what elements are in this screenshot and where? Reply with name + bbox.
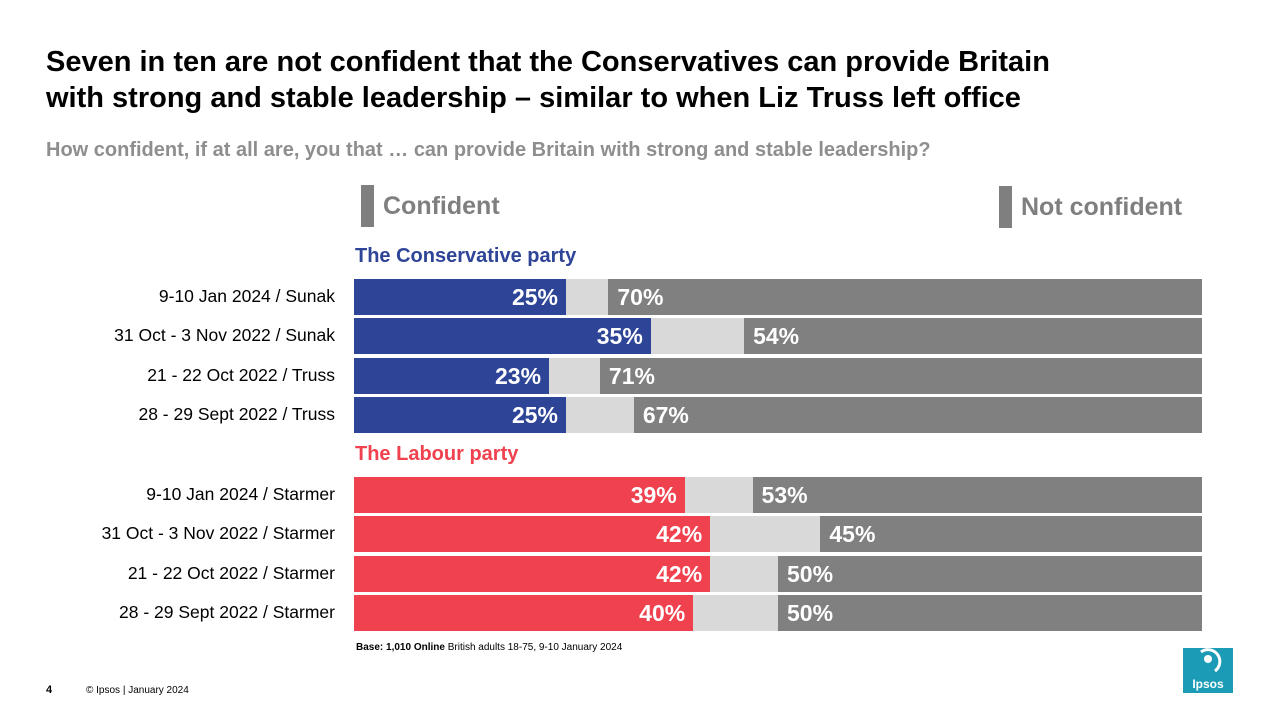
row-label: 31 Oct - 3 Nov 2022 / Starmer [101, 523, 335, 544]
bar-not-confident-segment [744, 318, 1202, 355]
bar-not-confident-segment [608, 279, 1202, 315]
not-confident-value-label: 45% [829, 521, 876, 548]
bar-not-confident-segment [633, 396, 1202, 433]
confident-value-label: 23% [495, 362, 542, 389]
ipsos-logo-arc [1200, 648, 1222, 673]
bar-not-confident-segment [778, 555, 1202, 592]
bar-row: 40% 50% [354, 594, 1202, 631]
group-label-the-labour-party: The Labour party [355, 443, 519, 465]
copyright-text: © Ipsos | January 2024 [86, 685, 189, 696]
bar-confident-segment [354, 396, 566, 433]
row-label: 28 - 29 Sept 2022 / Truss [138, 403, 335, 424]
row-label: 9-10 Jan 2024 / Starmer [146, 484, 335, 504]
bar-not-confident-segment [752, 477, 1202, 513]
chart-title: Seven in ten are not confident that the … [46, 44, 1226, 116]
confident-value-label: 40% [639, 599, 686, 626]
chart-title-line-1: Seven in ten are not confident that the … [46, 46, 1050, 78]
row-label: 31 Oct - 3 Nov 2022 / Sunak [114, 325, 335, 346]
confident-value-label: 42% [656, 560, 703, 587]
bar-row: 25% 67% [354, 396, 1202, 433]
confident-value-label: 35% [596, 323, 643, 350]
not-confident-value-label: 53% [761, 482, 808, 508]
ipsos-logo: Ipsos [1183, 648, 1233, 693]
legend-confident-label: Confident [383, 191, 500, 220]
bar-confident-segment [354, 318, 651, 355]
bar-confident-segment [354, 357, 550, 394]
base-note-bold: Base: 1,010 Online [356, 642, 445, 653]
bar-row: 23% 71% [354, 357, 1202, 394]
not-confident-value-label: 54% [753, 323, 800, 350]
bar-confident-segment [354, 555, 711, 592]
not-confident-value-label: 50% [787, 560, 834, 587]
ipsos-logo-text: Ipsos [1192, 677, 1224, 691]
legend-not-confident-swatch [999, 186, 1012, 228]
base-note-rest: British adults 18-75, 9-10 January 2024 [444, 642, 623, 653]
row-label: 21 - 22 Oct 2022 / Truss [147, 364, 335, 385]
bar-not-confident-segment [820, 516, 1202, 553]
bar-confident-segment [354, 594, 694, 631]
bar-not-confident-segment [778, 594, 1202, 631]
page-number: 4 [46, 684, 53, 696]
not-confident-value-label: 67% [642, 401, 689, 428]
bar-row: 42% 45% [354, 516, 1202, 553]
not-confident-value-label: 70% [617, 284, 664, 310]
confident-value-label: 25% [511, 284, 558, 310]
not-confident-value-label: 50% [787, 599, 834, 626]
confident-value-label: 42% [656, 521, 703, 548]
bar-confident-segment [354, 477, 685, 513]
bar-row: 25% 70% [354, 279, 1202, 315]
confident-value-label: 25% [511, 401, 558, 428]
confident-value-label: 39% [630, 482, 677, 508]
legend-confident: Confident [361, 185, 500, 227]
legend-not-confident-label: Not confident [1021, 192, 1183, 221]
bar-row: 35% 54% [354, 318, 1202, 355]
ipsos-logo-dot [1204, 655, 1212, 663]
row-label: 21 - 22 Oct 2022 / Starmer [127, 562, 335, 583]
not-confident-value-label: 71% [608, 362, 655, 389]
chart-title-line-2: with strong and stable leadership – simi… [46, 82, 1021, 114]
bar-not-confident-segment [599, 357, 1202, 394]
legend-not-confident: Not confident [999, 186, 1182, 228]
base-note: Base: 1,010 Online British adults 18-75,… [356, 642, 622, 653]
bar-confident-segment [354, 279, 566, 315]
row-label: 28 - 29 Sept 2022 / Starmer [119, 601, 335, 622]
bar-row: 39% 53% [354, 477, 1202, 513]
legend-confident-swatch [361, 185, 374, 227]
group-label-the-conservative-party: The Conservative party [355, 245, 577, 267]
row-label: 9-10 Jan 2024 / Sunak [158, 286, 335, 306]
chart-subtitle: How confident, if at all are, you that …… [46, 139, 931, 161]
bar-confident-segment [354, 516, 711, 553]
bar-row: 42% 50% [354, 555, 1202, 592]
